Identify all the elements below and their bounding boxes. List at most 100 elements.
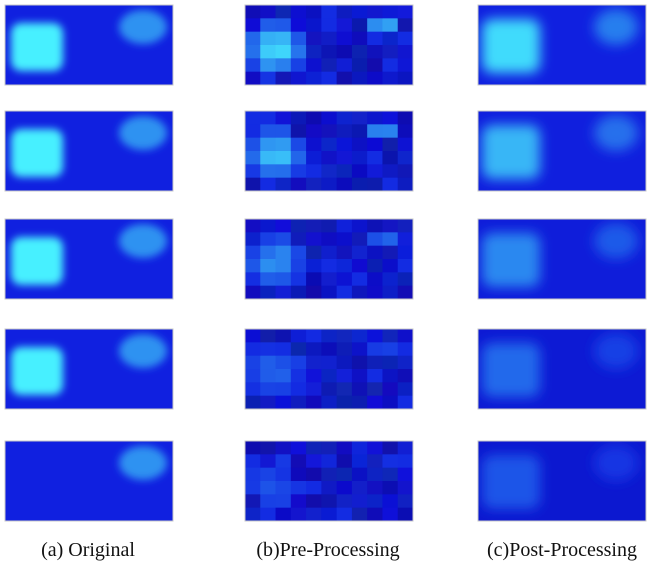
pixel xyxy=(398,232,414,246)
pixel xyxy=(260,232,276,246)
pixel xyxy=(337,441,353,455)
pixel xyxy=(337,382,353,396)
pixel xyxy=(352,329,368,343)
pixel xyxy=(306,111,322,125)
pixel xyxy=(382,219,398,233)
pixel xyxy=(260,72,276,86)
pixel xyxy=(291,232,307,246)
pixel xyxy=(398,58,414,72)
pixel xyxy=(306,151,322,165)
pixel xyxy=(398,151,414,165)
pixel xyxy=(306,246,322,260)
heatmap-image xyxy=(5,219,173,299)
pixel xyxy=(352,5,368,19)
pixel xyxy=(337,329,353,343)
heatmap-image xyxy=(245,329,414,410)
pixel xyxy=(337,45,353,59)
pixel xyxy=(276,481,292,495)
pixel xyxy=(306,481,322,495)
pixel xyxy=(291,259,307,273)
panels xyxy=(5,5,646,522)
pixel xyxy=(291,494,307,508)
pixel xyxy=(245,259,261,273)
pixel xyxy=(291,468,307,482)
pixel xyxy=(337,369,353,383)
pixel xyxy=(306,178,322,192)
pixel xyxy=(260,396,276,410)
pixel xyxy=(398,454,414,468)
pixel xyxy=(398,32,414,46)
pixel xyxy=(398,5,414,19)
heatmap-image xyxy=(478,219,646,299)
pixel xyxy=(352,164,368,178)
pixel xyxy=(276,259,292,273)
pixel xyxy=(367,246,383,260)
pixel xyxy=(291,32,307,46)
pixel xyxy=(276,454,292,468)
pixel xyxy=(352,246,368,260)
pixel xyxy=(276,329,292,343)
pixel xyxy=(321,164,337,178)
pixel xyxy=(291,369,307,383)
pixel xyxy=(382,454,398,468)
pixel xyxy=(352,508,368,522)
pixel xyxy=(382,356,398,370)
image-content xyxy=(5,219,173,299)
pixel xyxy=(260,342,276,356)
pixel xyxy=(382,382,398,396)
pixel xyxy=(321,72,337,86)
pixel xyxy=(276,32,292,46)
pixel xyxy=(337,494,353,508)
pixel xyxy=(291,382,307,396)
pixel xyxy=(321,178,337,192)
pixel xyxy=(337,111,353,125)
pixel xyxy=(398,246,414,260)
pixel xyxy=(306,164,322,178)
pixel xyxy=(352,58,368,72)
pixel xyxy=(245,5,261,19)
heatmap-image xyxy=(478,5,646,85)
pixel xyxy=(321,124,337,138)
pixel xyxy=(291,286,307,300)
pixel xyxy=(245,219,261,233)
pixel xyxy=(398,18,414,32)
pixel xyxy=(382,369,398,383)
pixel xyxy=(337,259,353,273)
pixel xyxy=(306,286,322,300)
pixel xyxy=(260,164,276,178)
pixel xyxy=(306,259,322,273)
pixel xyxy=(260,246,276,260)
pixel xyxy=(367,356,383,370)
image-content xyxy=(245,111,414,192)
pixel xyxy=(352,219,368,233)
pixel xyxy=(291,329,307,343)
pixel xyxy=(382,111,398,125)
pixel xyxy=(291,58,307,72)
blob xyxy=(482,19,540,73)
image-content xyxy=(5,441,173,521)
pixel xyxy=(260,32,276,46)
pixel xyxy=(367,32,383,46)
pixel xyxy=(398,124,414,138)
pixel xyxy=(260,151,276,165)
pixel xyxy=(276,468,292,482)
pixel xyxy=(260,382,276,396)
pixel xyxy=(337,232,353,246)
pixel xyxy=(352,342,368,356)
pixel xyxy=(260,481,276,495)
pixel xyxy=(367,178,383,192)
pixel xyxy=(260,178,276,192)
pixel xyxy=(337,468,353,482)
pixel xyxy=(276,272,292,286)
pixel xyxy=(245,232,261,246)
pixel xyxy=(367,369,383,383)
pixel xyxy=(245,32,261,46)
pixel xyxy=(382,232,398,246)
pixel xyxy=(276,382,292,396)
pixel xyxy=(398,396,414,410)
blob xyxy=(11,23,63,71)
pixel xyxy=(306,58,322,72)
pixel xyxy=(367,232,383,246)
pixel xyxy=(382,124,398,138)
pixel xyxy=(367,272,383,286)
